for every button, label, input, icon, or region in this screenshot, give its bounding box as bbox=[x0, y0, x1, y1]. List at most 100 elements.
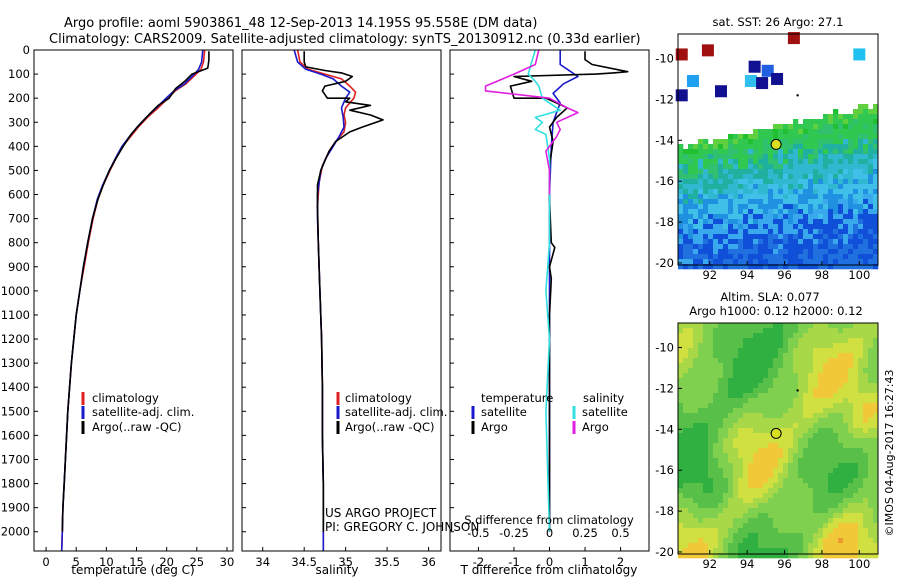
sla-cell bbox=[828, 493, 834, 499]
sst-cell bbox=[823, 204, 829, 210]
sst-cell bbox=[758, 139, 764, 145]
sst-cell bbox=[823, 189, 829, 195]
sla-cell bbox=[873, 408, 879, 414]
sst-cell bbox=[873, 164, 879, 170]
sst-cell bbox=[768, 154, 774, 160]
sst-cell bbox=[698, 194, 704, 200]
map-ytick-label: -12 bbox=[655, 92, 674, 106]
sla-cell bbox=[778, 383, 784, 389]
sla-cell bbox=[868, 538, 874, 544]
sst-cell bbox=[873, 169, 879, 175]
sla-cell bbox=[828, 343, 834, 349]
sst-cell bbox=[863, 264, 869, 270]
sst-cell bbox=[788, 239, 794, 245]
sla-cell bbox=[743, 533, 749, 539]
sla-cell bbox=[763, 543, 769, 549]
sla-cell bbox=[843, 528, 849, 534]
sst-cell bbox=[713, 219, 719, 225]
sst-cell bbox=[838, 249, 844, 255]
sla-cell bbox=[678, 438, 684, 444]
sla-cell bbox=[858, 533, 864, 539]
sst-cell bbox=[713, 199, 719, 205]
sst-cell bbox=[763, 219, 769, 225]
sla-cell bbox=[803, 393, 809, 399]
sla-cell bbox=[778, 368, 784, 374]
sst-cell bbox=[773, 214, 779, 220]
sst-cell bbox=[758, 134, 764, 140]
sla-cell bbox=[873, 378, 879, 384]
sst-cell bbox=[733, 169, 739, 175]
sla-cell bbox=[843, 413, 849, 419]
sst-cell bbox=[743, 204, 749, 210]
sla-cell bbox=[688, 553, 694, 559]
sla-cell bbox=[788, 438, 794, 444]
sst-cell bbox=[743, 149, 749, 155]
sla-cell bbox=[793, 353, 799, 359]
sla-cell bbox=[738, 338, 744, 344]
sla-cell bbox=[773, 553, 779, 559]
sla-cell bbox=[803, 383, 809, 389]
sst-cell bbox=[803, 169, 809, 175]
sla-cell bbox=[728, 513, 734, 519]
sla-cell bbox=[818, 478, 824, 484]
sla-cell bbox=[843, 398, 849, 404]
sst-cell bbox=[703, 194, 709, 200]
sla-cell bbox=[768, 353, 774, 359]
sla-cell bbox=[688, 378, 694, 384]
sla-cell bbox=[798, 373, 804, 379]
sla-cell bbox=[793, 373, 799, 379]
legend-header-salinity: salinity bbox=[583, 391, 624, 405]
sla-cell bbox=[763, 343, 769, 349]
sst-map-panel: sat. SST: 26 Argo: 27.1 92 94 96 98 100-10-1… bbox=[655, 15, 879, 282]
argo-position-marker bbox=[770, 138, 782, 150]
sla-cell bbox=[833, 463, 839, 469]
sla-cell bbox=[703, 348, 709, 354]
sla-cell bbox=[733, 428, 739, 434]
sla-cell bbox=[833, 418, 839, 424]
sla-cell bbox=[803, 433, 809, 439]
sst-cell bbox=[808, 119, 814, 125]
sla-cell bbox=[808, 533, 814, 539]
sla-cell bbox=[833, 503, 839, 509]
sst-cell bbox=[778, 134, 784, 140]
argo-square-marker bbox=[748, 60, 761, 73]
sla-cell bbox=[813, 463, 819, 469]
sst-cell bbox=[778, 209, 784, 215]
sla-cell bbox=[733, 493, 739, 499]
sla-cell bbox=[738, 498, 744, 504]
sst-cell bbox=[853, 169, 859, 175]
sla-cell bbox=[803, 543, 809, 549]
sla-cell bbox=[853, 408, 859, 414]
sla-cell bbox=[778, 468, 784, 474]
sla-cell bbox=[858, 508, 864, 514]
difference-xlabel-top: S difference from climatology bbox=[464, 513, 634, 527]
sla-cell bbox=[813, 543, 819, 549]
sla-cell bbox=[768, 458, 774, 464]
sla-cell bbox=[753, 378, 759, 384]
sla-cell bbox=[763, 428, 769, 434]
sla-cell bbox=[773, 538, 779, 544]
sla-cell bbox=[803, 463, 809, 469]
sla-cell bbox=[853, 443, 859, 449]
sst-cell bbox=[763, 209, 769, 215]
sst-cell bbox=[843, 194, 849, 200]
sla-cell bbox=[688, 323, 694, 329]
sla-cell bbox=[808, 498, 814, 504]
sst-cell bbox=[758, 259, 764, 265]
sla-cell bbox=[853, 483, 859, 489]
sla-cell bbox=[868, 508, 874, 514]
sst-cell bbox=[868, 169, 874, 175]
sla-cell bbox=[823, 453, 829, 459]
sla-cell bbox=[823, 408, 829, 414]
sla-cell bbox=[778, 398, 784, 404]
sla-cell bbox=[853, 353, 859, 359]
sla-cell bbox=[783, 333, 789, 339]
sst-cell bbox=[848, 249, 854, 255]
sla-cell bbox=[698, 403, 704, 409]
sst-cell bbox=[863, 229, 869, 235]
sla-cell bbox=[783, 553, 789, 559]
sla-cell bbox=[843, 348, 849, 354]
sla-cell bbox=[713, 383, 719, 389]
sla-cell bbox=[773, 543, 779, 549]
series-line-argo bbox=[61, 51, 210, 532]
